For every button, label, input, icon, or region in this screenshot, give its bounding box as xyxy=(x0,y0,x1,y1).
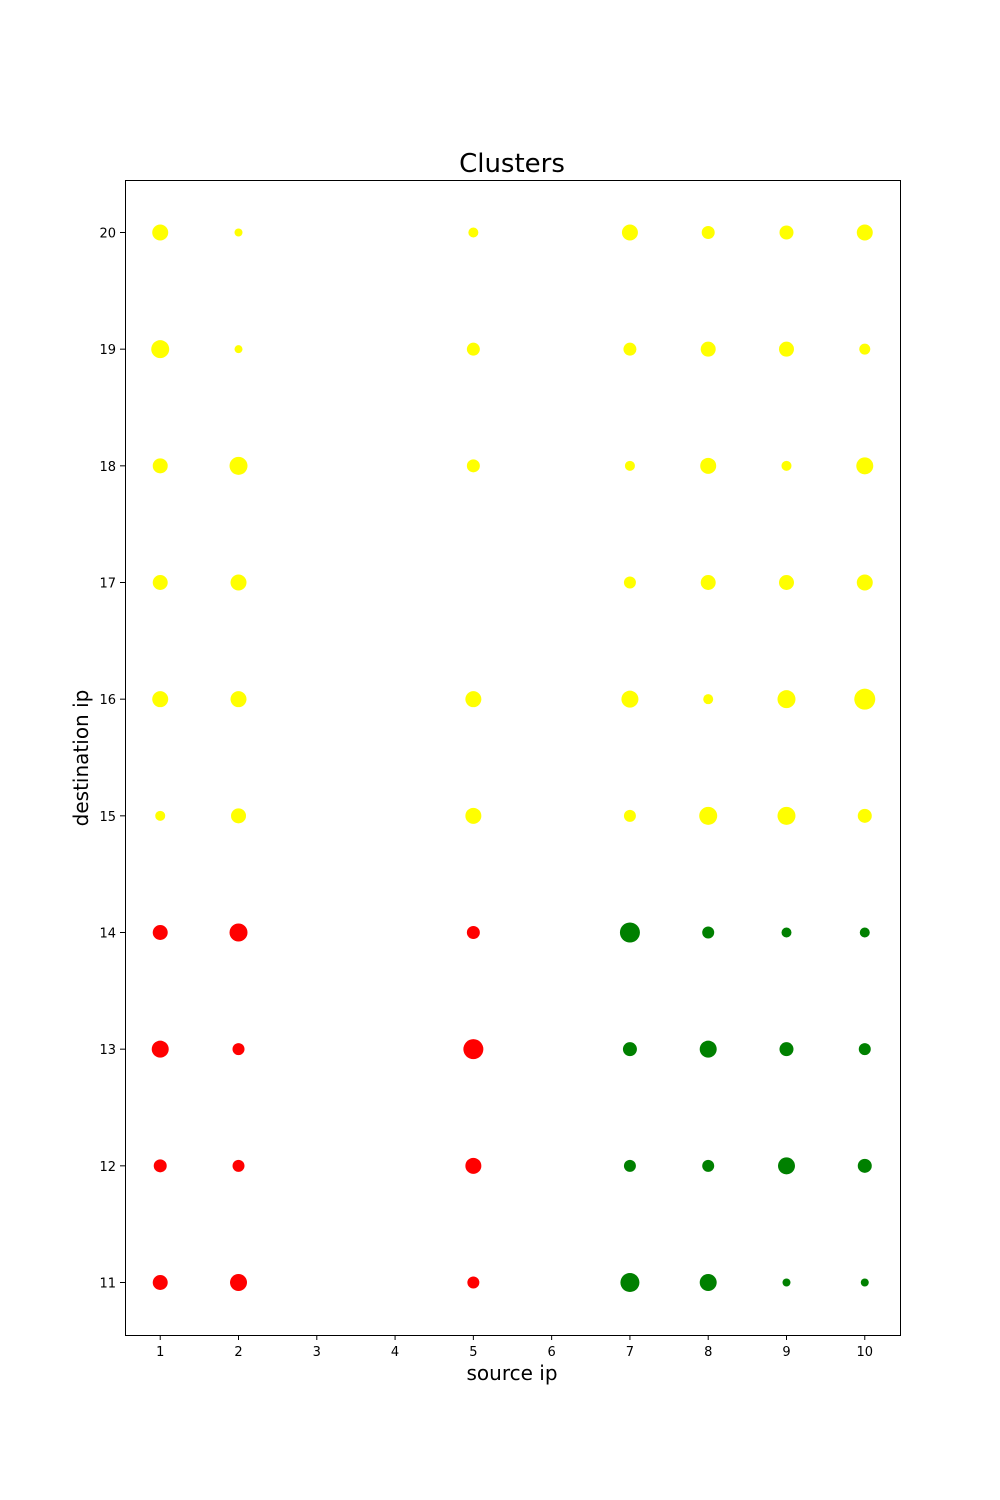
data-point xyxy=(152,224,169,241)
x-tick-label: 7 xyxy=(626,1345,634,1360)
x-axis: 1 2 3 4 5 6 7 8 9 10 xyxy=(156,1335,873,1360)
y-tick-label: 19 xyxy=(99,343,116,358)
x-tick-label: 2 xyxy=(234,1345,242,1360)
data-point xyxy=(623,576,636,589)
y-tick-label: 20 xyxy=(99,227,116,242)
data-point xyxy=(622,1042,637,1057)
data-point xyxy=(232,1159,245,1172)
data-point xyxy=(700,341,716,357)
data-point xyxy=(856,457,874,475)
data-point xyxy=(621,224,638,241)
data-point xyxy=(234,228,243,237)
data-point xyxy=(699,1274,717,1291)
data-point xyxy=(777,690,796,709)
data-point xyxy=(465,1157,482,1174)
data-point xyxy=(466,459,480,473)
data-point xyxy=(701,226,715,239)
data-point xyxy=(621,690,639,708)
data-point xyxy=(778,341,794,357)
data-point xyxy=(465,691,482,708)
data-point xyxy=(467,1276,480,1289)
x-tick-label: 6 xyxy=(548,1345,556,1360)
data-point xyxy=(463,1039,484,1060)
x-tick-label: 3 xyxy=(313,1345,321,1360)
data-point xyxy=(465,807,482,824)
data-point xyxy=(859,343,871,355)
y-axis: 11 12 13 14 15 16 17 18 19 20 xyxy=(99,227,125,1292)
data-point xyxy=(230,574,247,591)
plot-area xyxy=(125,180,901,1336)
y-tick-label: 14 xyxy=(99,927,116,942)
data-point xyxy=(700,457,717,474)
data-point xyxy=(152,575,168,590)
data-point xyxy=(779,1042,794,1057)
data-point xyxy=(700,575,716,590)
x-tick-label: 1 xyxy=(156,1345,164,1360)
data-point xyxy=(859,927,870,938)
data-point xyxy=(153,1159,167,1173)
x-tick-label: 5 xyxy=(469,1345,477,1360)
data-point xyxy=(232,1043,245,1056)
data-point xyxy=(468,227,479,238)
data-point xyxy=(857,1158,872,1173)
data-point xyxy=(623,1159,636,1172)
data-point xyxy=(230,1274,248,1291)
data-point xyxy=(229,923,248,942)
y-tick-label: 13 xyxy=(99,1043,116,1058)
data-point xyxy=(777,806,796,825)
data-point xyxy=(702,1159,715,1172)
data-point xyxy=(781,460,792,471)
data-point xyxy=(152,925,168,940)
data-point xyxy=(699,806,718,825)
data-point xyxy=(777,1157,795,1175)
data-point xyxy=(699,1040,717,1058)
y-tick-label: 15 xyxy=(99,810,116,825)
y-tick-label: 16 xyxy=(99,693,116,708)
data-point xyxy=(854,688,876,710)
data-point xyxy=(231,808,247,824)
y-tick-label: 11 xyxy=(99,1277,116,1292)
data-point xyxy=(466,342,480,356)
data-point xyxy=(155,810,166,821)
x-tick-label: 8 xyxy=(704,1345,712,1360)
data-point xyxy=(856,574,873,591)
data-point xyxy=(703,694,714,705)
data-point xyxy=(619,922,640,943)
data-point xyxy=(778,575,794,590)
data-point xyxy=(623,342,637,356)
plot-frame xyxy=(125,180,901,1336)
data-point xyxy=(229,456,248,475)
data-point xyxy=(623,809,636,822)
data-point xyxy=(860,1278,869,1287)
data-point xyxy=(781,927,792,938)
data-point xyxy=(620,1273,640,1292)
x-tick-label: 10 xyxy=(856,1345,873,1360)
data-point xyxy=(152,1275,168,1290)
data-point xyxy=(857,808,872,823)
chart-title: Clusters xyxy=(459,149,565,179)
data-point xyxy=(152,691,169,708)
data-point xyxy=(234,345,243,354)
data-point xyxy=(152,458,168,474)
data-point xyxy=(856,224,873,241)
data-point xyxy=(151,1040,169,1058)
data-point xyxy=(624,460,635,471)
data-point xyxy=(230,691,247,708)
data-point xyxy=(858,1043,871,1056)
y-axis-label: destination ip xyxy=(69,690,93,827)
y-tick-label: 18 xyxy=(99,460,116,475)
data-point xyxy=(466,926,480,939)
y-tick-label: 17 xyxy=(99,577,116,592)
data-point xyxy=(779,225,794,240)
x-tick-label: 4 xyxy=(391,1345,399,1360)
x-tick-label: 9 xyxy=(782,1345,790,1360)
y-tick-label: 12 xyxy=(99,1160,116,1175)
data-point xyxy=(702,926,715,939)
points-layer xyxy=(151,224,876,1292)
data-point xyxy=(151,340,170,359)
data-point xyxy=(782,1278,791,1287)
x-axis-label: source ip xyxy=(466,1361,557,1385)
